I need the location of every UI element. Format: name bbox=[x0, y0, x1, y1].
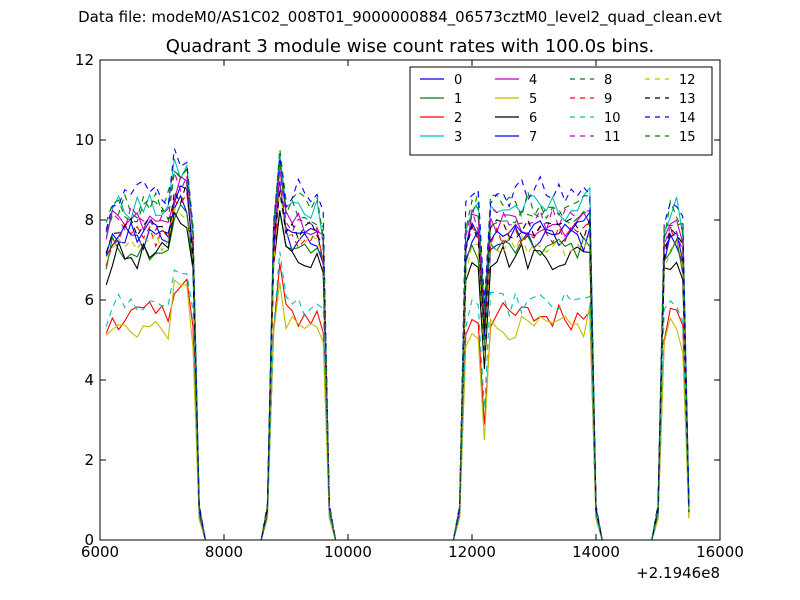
x-tick-label: 16000 bbox=[696, 543, 744, 561]
x-tick-label: 14000 bbox=[572, 543, 620, 561]
y-tick-label: 0 bbox=[84, 531, 94, 549]
y-tick-label: 2 bbox=[84, 451, 94, 469]
y-tick-label: 10 bbox=[75, 131, 94, 149]
x-tick-label: 12000 bbox=[448, 543, 496, 561]
x-tick-label: 8000 bbox=[205, 543, 243, 561]
y-tick-label: 8 bbox=[84, 211, 94, 229]
legend-label-10: 10 bbox=[604, 111, 621, 126]
figure-suptitle: Data file: modeM0/AS1C02_008T01_90000008… bbox=[78, 8, 722, 26]
legend-label-0: 0 bbox=[454, 73, 462, 88]
legend-label-15: 15 bbox=[679, 130, 696, 145]
series-line-15 bbox=[105, 161, 690, 540]
legend-label-9: 9 bbox=[604, 92, 612, 107]
series-line-10 bbox=[105, 251, 690, 540]
legend-label-6: 6 bbox=[529, 111, 537, 126]
x-tick-label: 10000 bbox=[324, 543, 372, 561]
x-offset-label: +2.1946e8 bbox=[636, 564, 720, 582]
legend-label-5: 5 bbox=[529, 92, 537, 107]
legend-label-11: 11 bbox=[604, 130, 621, 145]
legend-label-1: 1 bbox=[454, 92, 462, 107]
legend-box bbox=[409, 66, 713, 156]
legend-label-12: 12 bbox=[679, 73, 696, 88]
chart-title: Quadrant 3 module wise count rates with … bbox=[165, 36, 655, 57]
legend-label-4: 4 bbox=[529, 73, 537, 88]
series-line-5 bbox=[105, 279, 690, 540]
legend-label-2: 2 bbox=[454, 111, 462, 126]
legend-label-14: 14 bbox=[679, 111, 696, 126]
y-tick-label: 12 bbox=[75, 51, 94, 69]
y-tick-label: 4 bbox=[84, 371, 94, 389]
y-tick-label: 6 bbox=[84, 291, 94, 309]
legend-label-13: 13 bbox=[679, 92, 696, 107]
legend-label-7: 7 bbox=[529, 130, 537, 145]
x-tick-label: 6000 bbox=[81, 543, 119, 561]
legend-label-3: 3 bbox=[454, 130, 462, 145]
legend-label-8: 8 bbox=[604, 73, 612, 88]
